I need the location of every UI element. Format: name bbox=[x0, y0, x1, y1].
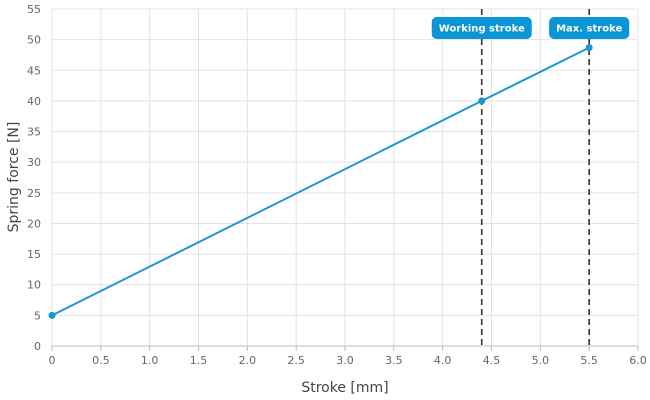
marker-badge: Working stroke bbox=[431, 17, 532, 39]
series-line bbox=[51, 46, 590, 317]
data-point[interactable] bbox=[48, 311, 56, 319]
y-tick-label: 25 bbox=[27, 187, 41, 200]
axes bbox=[51, 9, 639, 351]
x-axis-title: Stroke [mm] bbox=[301, 380, 388, 396]
y-tick-label: 35 bbox=[27, 126, 41, 139]
x-tick-label: 4.0 bbox=[434, 354, 452, 367]
x-grid-lines bbox=[51, 9, 639, 346]
y-tick-label: 40 bbox=[27, 95, 41, 108]
x-tick-label: 3.0 bbox=[336, 354, 354, 367]
x-tick-label: 0.5 bbox=[92, 354, 110, 367]
x-tick-label: 4.5 bbox=[483, 354, 501, 367]
x-tick-label: 1.0 bbox=[141, 354, 159, 367]
marker-badge-label: Working stroke bbox=[439, 24, 525, 35]
marker-badge-box bbox=[549, 17, 630, 39]
x-tick-label: 3.5 bbox=[385, 354, 403, 367]
x-tick-label: 6.0 bbox=[629, 354, 647, 367]
x-tick-label: 2.0 bbox=[239, 354, 257, 367]
y-tick-label: 50 bbox=[27, 34, 41, 47]
x-tick-label: 2.5 bbox=[287, 354, 305, 367]
x-tick-label: 0 bbox=[49, 354, 56, 367]
data-point[interactable] bbox=[478, 97, 486, 105]
marker-badge-box bbox=[431, 17, 532, 39]
y-tick-labels: 0 5 10 15 20 25 30 35 40 45 50 55 bbox=[27, 3, 41, 353]
y-tick-label: 45 bbox=[27, 64, 41, 77]
marker-badge: Max. stroke bbox=[549, 17, 630, 39]
stroke-markers: Working stroke Max. stroke bbox=[431, 9, 630, 346]
data-point[interactable] bbox=[585, 44, 593, 52]
x-tick-label: 1.5 bbox=[190, 354, 208, 367]
y-tick-label: 5 bbox=[34, 309, 41, 322]
y-tick-label: 30 bbox=[27, 156, 41, 169]
y-tick-label: 20 bbox=[27, 217, 41, 230]
series-group bbox=[48, 44, 593, 319]
y-tick-label: 15 bbox=[27, 248, 41, 261]
marker-badge-label: Max. stroke bbox=[556, 24, 622, 35]
y-tick-label: 55 bbox=[27, 3, 41, 16]
x-tick-label: 5.5 bbox=[580, 354, 598, 367]
y-tick-label: 0 bbox=[34, 340, 41, 353]
y-axis-title: Spring force [N] bbox=[6, 122, 22, 233]
x-tick-labels: 0 0.5 1.0 1.5 2.0 2.5 3.0 3.5 4.0 4.5 5.0 5.5 6.0 bbox=[49, 354, 647, 367]
x-tick-label: 5.0 bbox=[532, 354, 550, 367]
y-tick-label: 10 bbox=[27, 279, 41, 292]
